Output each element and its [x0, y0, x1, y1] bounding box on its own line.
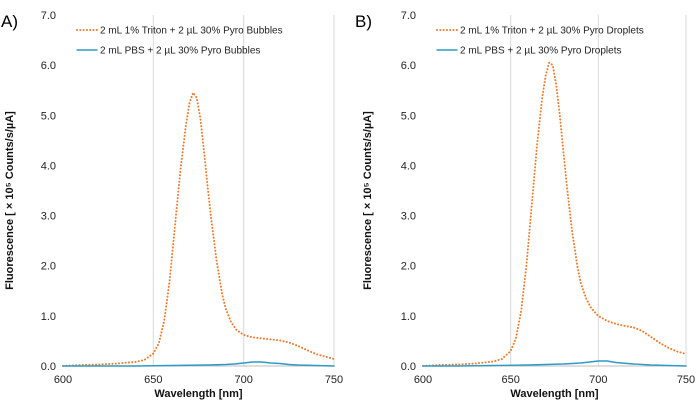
series-line-pbs: [62, 361, 335, 367]
x-tick-label: 650: [501, 374, 519, 386]
x-tick-label: 600: [54, 374, 72, 386]
y-tick-label: 1.0: [401, 311, 416, 323]
y-tick-label: 3.0: [401, 211, 416, 223]
legend-label: 2 mL PBS + 2 µL 30% Pyro Droplets: [460, 46, 621, 57]
legend-label: 2 mL 1% Triton + 2 µL 30% Pyro Bubbles: [100, 26, 283, 37]
panel-label: A): [1, 12, 18, 31]
y-tick-label: 7.0: [41, 10, 56, 22]
legend-label: 2 mL PBS + 2 µL 30% Pyro Bubbles: [100, 46, 260, 57]
x-tick-label: 700: [234, 374, 252, 386]
y-tick-label: 7.0: [401, 10, 416, 22]
x-axis-title: Wavelength [nm]: [510, 388, 599, 400]
y-axis-title: Fluorescence [ × 10⁵ Counts/s/µA]: [4, 111, 16, 290]
panel-label: B): [355, 12, 372, 31]
series-line-triton: [422, 61, 687, 367]
y-tick-label: 5.0: [41, 110, 56, 122]
y-axis-title: Fluorescence [ × 10⁵ Counts/s/µA]: [362, 111, 374, 290]
series-line-pbs: [422, 360, 687, 367]
y-tick-label: 6.0: [401, 60, 416, 72]
x-axis-title: Wavelength [nm]: [154, 388, 243, 400]
x-tick-label: 650: [144, 374, 162, 386]
y-tick-label: 3.0: [41, 211, 56, 223]
y-tick-label: 0.0: [41, 361, 56, 373]
y-tick-label: 5.0: [401, 110, 416, 122]
legend-label: 2 mL 1% Triton + 2 µL 30% Pyro Droplets: [460, 26, 644, 37]
chart-panel-a: 600 650 700 750 0.0 1.0 2.0 3.0 4.0 5.0 6.0 7.0 Wave…: [1, 10, 343, 400]
y-tick-label: 4.0: [41, 160, 56, 172]
y-tick-label: 6.0: [41, 60, 56, 72]
y-tick-label: 4.0: [401, 160, 416, 172]
y-tick-label: 0.0: [401, 361, 416, 373]
x-tick-label: 750: [677, 374, 695, 386]
y-tick-label: 2.0: [401, 261, 416, 273]
x-tick-label: 750: [325, 374, 343, 386]
x-tick-label: 600: [414, 374, 432, 386]
y-tick-label: 1.0: [41, 311, 56, 323]
chart-panel-b: 600 650 700 750 0.0 1.0 2.0 3.0 4.0 5.0 6.0 7.0 Wave…: [355, 10, 695, 400]
series-line-triton: [62, 91, 335, 367]
x-tick-label: 700: [589, 374, 607, 386]
y-tick-label: 2.0: [41, 261, 56, 273]
